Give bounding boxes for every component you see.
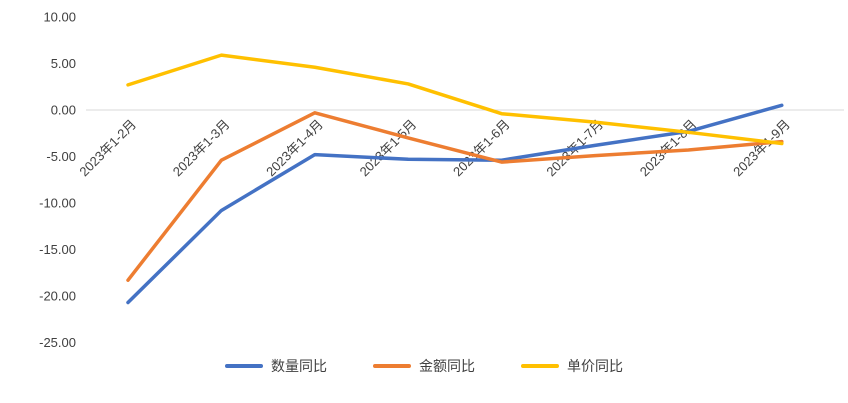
y-axis-tick-label: -25.00 [39, 335, 76, 348]
x-axis-category-label: 2023年1-4月 [263, 117, 326, 180]
x-axis-category-label: 2023年1-8月 [637, 117, 700, 180]
series-line-2 [126, 53, 784, 146]
y-axis-tick-label: 10.00 [43, 10, 76, 25]
series-line-0 [126, 103, 784, 305]
plot-area: 10.00 5.00 0.00 -5.00 -10.00 -15.00 -20.00 -25.… [39, 10, 844, 348]
legend-item-series-2: 单价同比 [521, 356, 623, 376]
legend-line-swatch-blue [225, 364, 263, 368]
legend-label: 数量同比 [271, 358, 327, 374]
chart-legend: 数量同比 金额同比 单价同比 [0, 356, 848, 376]
y-axis-tick-label: 0.00 [51, 103, 76, 118]
x-axis-category-label: 2023年1-9月 [730, 117, 793, 180]
y-axis-tick-label: -15.00 [39, 242, 76, 257]
legend-label: 单价同比 [567, 358, 623, 374]
legend-line-swatch-orange [373, 364, 411, 368]
legend-item-series-1: 金额同比 [373, 356, 475, 376]
x-axis-category-label: 2023年1-6月 [450, 117, 513, 180]
x-axis-category-label: 2023年1-2月 [76, 117, 139, 180]
y-axis-tick-label: -10.00 [39, 196, 76, 211]
legend-line-swatch-yellow [521, 364, 559, 368]
y-axis-tick-label: -20.00 [39, 289, 76, 304]
legend-label: 金额同比 [419, 358, 475, 374]
x-axis-category-label: 2023年1-3月 [170, 117, 233, 180]
y-axis-tick-label: -5.00 [46, 149, 76, 164]
series-line-1 [126, 111, 784, 282]
legend-item-series-0: 数量同比 [225, 356, 327, 376]
y-axis-tick-label: 5.00 [51, 56, 76, 71]
